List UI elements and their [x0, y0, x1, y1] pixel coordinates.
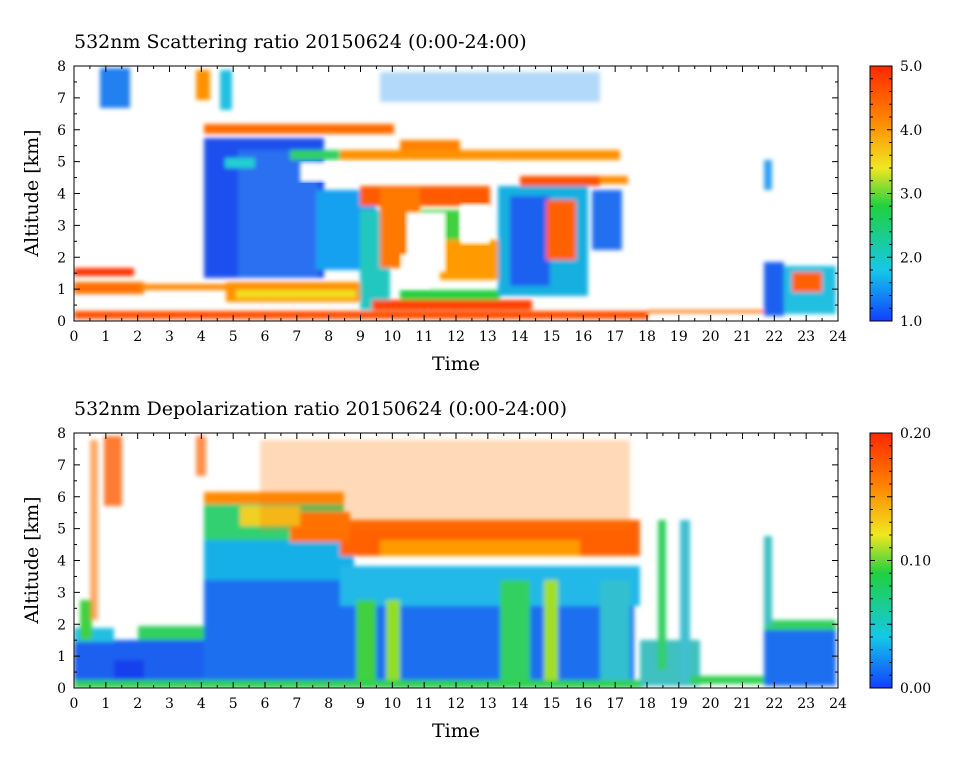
x-tick-label: 19: [670, 696, 688, 712]
x-tick-label: 7: [292, 329, 301, 345]
x-tick-label: 15: [543, 696, 561, 712]
x-tick-label: 2: [133, 696, 142, 712]
x-tick-label: 20: [702, 696, 720, 712]
plot-area: [74, 436, 836, 688]
y-tick-label: 5: [57, 522, 66, 538]
heatmap-field: [74, 436, 836, 688]
x-tick-label: 3: [165, 329, 174, 345]
y-tick-label: 6: [57, 123, 66, 139]
x-tick-label: 0: [70, 329, 79, 345]
depolarization-ratio-panel: 532nm Depolarization ratio 20150624 (0:0…: [21, 398, 931, 742]
x-tick-label: 19: [670, 329, 688, 345]
x-tick-label: 4: [197, 696, 206, 712]
y-tick-label: 1: [57, 649, 66, 665]
x-axis-label: Time: [432, 353, 480, 375]
chart-title: 532nm Depolarization ratio 20150624 (0:0…: [74, 398, 567, 420]
x-tick-label: 8: [324, 329, 333, 345]
x-tick-label: 16: [574, 329, 592, 345]
x-tick-label: 21: [734, 696, 752, 712]
x-tick-label: 20: [702, 329, 720, 345]
colorbar-tick-label: 3.0: [900, 187, 922, 203]
x-tick-label: 3: [165, 696, 174, 712]
y-axis-label: Altitude [km]: [21, 496, 43, 624]
x-tick-label: 9: [356, 329, 365, 345]
x-axis-label: Time: [432, 720, 480, 742]
chart-title: 532nm Scattering ratio 20150624 (0:00-24…: [74, 31, 527, 53]
x-tick-label: 5: [229, 696, 238, 712]
x-tick-label: 6: [261, 696, 270, 712]
plot-area: [74, 68, 836, 319]
x-tick-label: 9: [356, 696, 365, 712]
y-axis-label: Altitude [km]: [21, 129, 43, 257]
y-tick-label: 2: [57, 617, 66, 633]
x-tick-label: 1: [101, 696, 110, 712]
y-tick-label: 0: [57, 681, 66, 697]
x-tick-label: 17: [606, 696, 624, 712]
x-tick-label: 1: [101, 329, 110, 345]
x-tick-label: 18: [638, 329, 656, 345]
colorbar-ticks: 1.0 2.0 3.0 4.0 5.0: [870, 59, 922, 330]
y-tick-label: 0: [57, 314, 66, 330]
x-tick-label: 11: [415, 329, 433, 345]
x-tick-label: 14: [511, 329, 529, 345]
y-tick-label: 3: [57, 585, 66, 601]
y-tick-label: 2: [57, 250, 66, 266]
x-tick-label: 5: [229, 329, 238, 345]
x-tick-label: 12: [447, 696, 465, 712]
colorbar-ticks: 0.00 0.10 0.20: [870, 426, 931, 697]
x-tick-label: 6: [261, 329, 270, 345]
y-tick-label: 7: [57, 91, 66, 107]
colorbar-tick-label: 2.0: [900, 250, 922, 266]
heatmap-field: [74, 68, 836, 319]
x-tick-label: 22: [765, 696, 783, 712]
colorbar-tick-label: 0.20: [900, 426, 931, 442]
x-tick-label: 10: [383, 329, 401, 345]
x-tick-label: 7: [292, 696, 301, 712]
x-tick-label: 16: [574, 696, 592, 712]
axis-ticks: 0 1 2 3 4 5 6 7 8 9 10 11 12 13 14 15 16 17 18 19 20 21 22 23 24…: [57, 426, 847, 712]
x-tick-label: 12: [447, 329, 465, 345]
colorbar-tick-label: 4.0: [900, 123, 922, 139]
y-tick-label: 1: [57, 282, 66, 298]
x-tick-label: 24: [829, 329, 847, 345]
x-tick-label: 18: [638, 696, 656, 712]
colorbar-tick-label: 1.0: [900, 314, 922, 330]
y-tick-label: 5: [57, 155, 66, 171]
x-tick-label: 13: [479, 329, 497, 345]
x-tick-label: 4: [197, 329, 206, 345]
y-tick-label: 6: [57, 490, 66, 506]
y-tick-label: 8: [57, 426, 66, 442]
x-tick-label: 24: [829, 696, 847, 712]
colorbar-tick-label: 5.0: [900, 59, 922, 75]
x-tick-label: 17: [606, 329, 624, 345]
x-tick-label: 10: [383, 696, 401, 712]
x-tick-label: 2: [133, 329, 142, 345]
y-tick-label: 7: [57, 458, 66, 474]
x-tick-label: 15: [543, 329, 561, 345]
x-tick-label: 21: [734, 329, 752, 345]
x-tick-label: 8: [324, 696, 333, 712]
colorbar-tick-label: 0.00: [900, 681, 931, 697]
x-tick-label: 11: [415, 696, 433, 712]
x-tick-label: 14: [511, 696, 529, 712]
scattering-ratio-panel: 532nm Scattering ratio 20150624 (0:00-24…: [21, 31, 922, 375]
y-tick-label: 3: [57, 218, 66, 234]
y-tick-label: 4: [57, 554, 66, 570]
colorbar-tick-label: 0.10: [900, 554, 931, 570]
colorbar: 0.00 0.10 0.20: [869, 426, 931, 697]
x-tick-label: 13: [479, 696, 497, 712]
colorbar: 1.0 2.0 3.0 4.0 5.0: [869, 59, 922, 330]
x-tick-label: 23: [797, 696, 815, 712]
y-tick-label: 4: [57, 187, 66, 203]
axis-ticks: 0 1 2 3 4 5 6 7 8 9 10 11 12 13 14 15 16 17 18 19 20 21 22 23 24…: [57, 59, 847, 345]
x-tick-label: 0: [70, 696, 79, 712]
y-tick-label: 8: [57, 59, 66, 75]
x-tick-label: 23: [797, 329, 815, 345]
x-tick-label: 22: [765, 329, 783, 345]
